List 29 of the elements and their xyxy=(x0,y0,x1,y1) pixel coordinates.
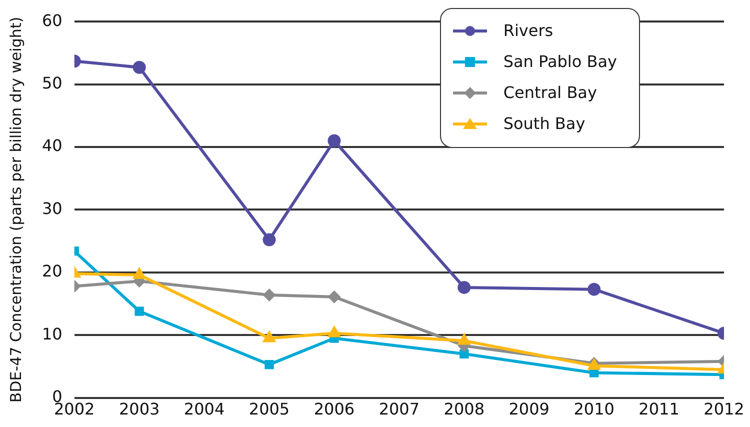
point xyxy=(132,60,146,74)
legend-label: San Pablo Bay xyxy=(503,52,617,71)
point xyxy=(264,360,274,370)
x-tick-label: 2003 xyxy=(118,400,160,419)
x-tick-label: 2008 xyxy=(444,400,485,419)
x-tick-label: 2006 xyxy=(314,400,355,419)
x-tick-label: 2004 xyxy=(184,400,225,419)
x-tick-label: 2010 xyxy=(574,400,614,419)
x-tick-label: 2011 xyxy=(638,400,680,419)
y-axis-title: BDE-47 Concentration (parts per billion dry weight) xyxy=(6,16,25,403)
y-tick-label: 10 xyxy=(42,324,62,344)
legend-label: Rivers xyxy=(503,21,554,40)
x-tick-label: 2007 xyxy=(378,400,420,419)
point xyxy=(328,290,341,304)
y-tick-label: 60 xyxy=(42,10,62,30)
point xyxy=(262,233,276,246)
y-tick-label: 30 xyxy=(42,198,62,218)
y-tick-label: 50 xyxy=(42,73,62,92)
point xyxy=(458,280,471,294)
y-tick-label: 20 xyxy=(42,262,62,281)
x-tick-label: 2005 xyxy=(248,400,290,419)
x-tick-label: 2009 xyxy=(508,400,550,419)
point xyxy=(134,306,144,316)
legend-label: Central Bay xyxy=(503,83,597,102)
x-tick-label: 2012 xyxy=(704,400,744,419)
y-tick-label: 40 xyxy=(42,136,62,156)
point xyxy=(328,134,341,148)
point xyxy=(262,288,276,302)
legend-label: South Bay xyxy=(503,114,586,133)
